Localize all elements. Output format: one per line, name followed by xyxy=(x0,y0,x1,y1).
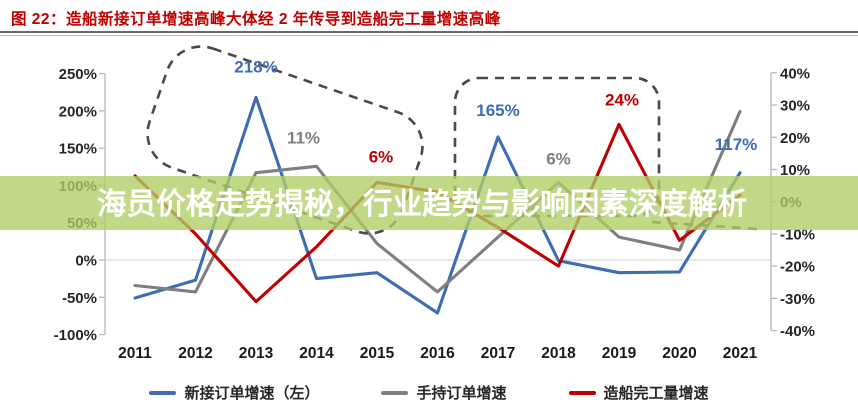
legend-label: 造船完工量增速 xyxy=(603,385,709,400)
watermark-band xyxy=(0,176,858,230)
left-axis-tick-label: 250% xyxy=(59,66,97,83)
x-axis-label: 2017 xyxy=(481,345,515,362)
annotation-label: 165% xyxy=(476,101,519,120)
right-axis-tick-label: -40% xyxy=(780,323,815,340)
right-axis-tick-label: 30% xyxy=(780,98,810,115)
legend-label: 新接订单增速（左） xyxy=(184,385,320,400)
watermark-text: 海员价格走势揭秘，行业趋势与影响因素深度解析 xyxy=(97,188,747,221)
title-separator xyxy=(0,31,858,33)
x-axis-label: 2018 xyxy=(541,345,576,362)
x-axis-label: 2011 xyxy=(118,345,152,362)
annotation-label: 11% xyxy=(287,128,320,147)
right-axis-tick-label: 20% xyxy=(780,130,810,147)
left-axis-tick-label: 0% xyxy=(75,253,97,270)
legend-swatch-red-line xyxy=(568,390,596,395)
annotation-label: 6% xyxy=(369,147,394,166)
title-separator-light xyxy=(0,35,858,36)
x-axis-label: 2012 xyxy=(178,345,212,362)
legend-item-order-backlog: 手持订单增速 xyxy=(381,382,507,400)
right-axis-tick-label: -30% xyxy=(780,291,815,308)
right-axis-tick-label: -20% xyxy=(780,259,815,276)
right-axis-tick-label: -10% xyxy=(780,226,815,243)
left-axis-tick-label: 200% xyxy=(59,103,97,120)
annotation-label: 6% xyxy=(546,149,571,168)
x-axis-label: 2020 xyxy=(662,345,696,362)
legend-item-new-orders: 新接订单增速（左） xyxy=(149,382,319,400)
annotation-label: 24% xyxy=(605,90,639,109)
right-axis-tick-label: 40% xyxy=(780,65,810,82)
x-axis-label: 2013 xyxy=(239,345,274,362)
x-axis-label: 2014 xyxy=(299,345,334,362)
x-axis-label: 2015 xyxy=(360,345,395,362)
x-axis-label: 2019 xyxy=(602,345,637,362)
legend-label: 手持订单增速 xyxy=(416,385,507,400)
right-axis-tick-label: 10% xyxy=(780,162,810,179)
legend-swatch-blue-line xyxy=(149,390,177,395)
left-axis-tick-label: -50% xyxy=(62,290,97,307)
annotation-label: 218% xyxy=(234,57,277,76)
legend-swatch-gray-line xyxy=(381,390,409,395)
series-line-0 xyxy=(133,95,742,315)
annotation-label: 117% xyxy=(715,135,758,154)
figure-title: 图 22：造船新接订单增速高峰大体经 2 年传导到造船完工量增速高峰 xyxy=(11,11,501,28)
left-axis-tick-label: 150% xyxy=(59,141,97,158)
x-axis-label: 2016 xyxy=(420,345,455,362)
chart-legend: 新接订单增速（左） 手持订单增速 造船完工量增速 xyxy=(0,382,858,400)
left-axis-tick-label: -100% xyxy=(54,327,97,344)
legend-item-completions: 造船完工量增速 xyxy=(568,382,709,400)
x-axis-label: 2021 xyxy=(723,345,758,362)
